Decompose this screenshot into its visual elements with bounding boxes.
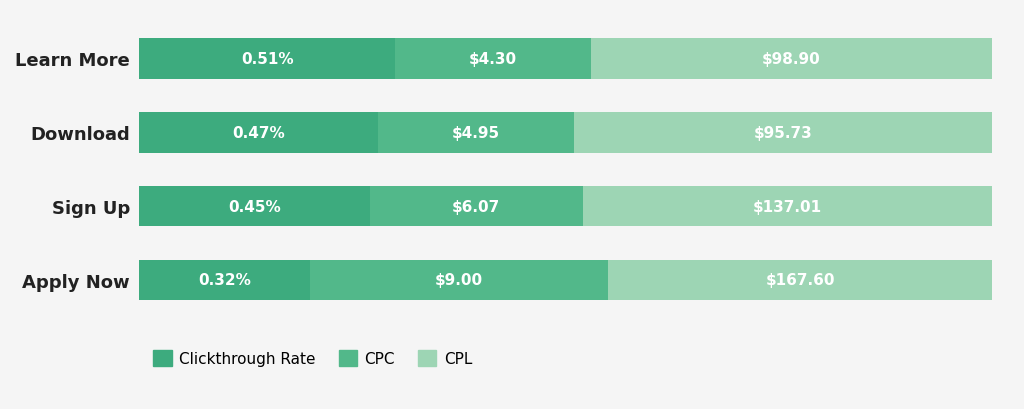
Text: $137.01: $137.01 bbox=[753, 199, 822, 214]
Text: 0.47%: 0.47% bbox=[232, 126, 286, 140]
Text: 0.51%: 0.51% bbox=[241, 52, 294, 67]
Bar bbox=[139, 112, 378, 153]
Bar bbox=[608, 260, 992, 301]
Text: 0.32%: 0.32% bbox=[199, 273, 251, 288]
Text: $9.00: $9.00 bbox=[435, 273, 483, 288]
Bar bbox=[395, 39, 591, 79]
Bar bbox=[574, 112, 992, 153]
Bar bbox=[139, 39, 395, 79]
Bar bbox=[139, 260, 310, 301]
Text: $167.60: $167.60 bbox=[765, 273, 835, 288]
Bar bbox=[591, 39, 992, 79]
Bar bbox=[378, 112, 574, 153]
Text: 0.45%: 0.45% bbox=[228, 199, 281, 214]
Text: $98.90: $98.90 bbox=[762, 52, 821, 67]
Bar bbox=[139, 187, 370, 227]
Text: $4.30: $4.30 bbox=[469, 52, 517, 67]
Legend: Clickthrough Rate, CPC, CPL: Clickthrough Rate, CPC, CPL bbox=[147, 344, 478, 373]
Bar bbox=[310, 260, 608, 301]
Text: $6.07: $6.07 bbox=[452, 199, 501, 214]
Text: $95.73: $95.73 bbox=[754, 126, 812, 140]
Bar bbox=[370, 187, 583, 227]
Text: $4.95: $4.95 bbox=[453, 126, 501, 140]
Bar bbox=[583, 187, 992, 227]
